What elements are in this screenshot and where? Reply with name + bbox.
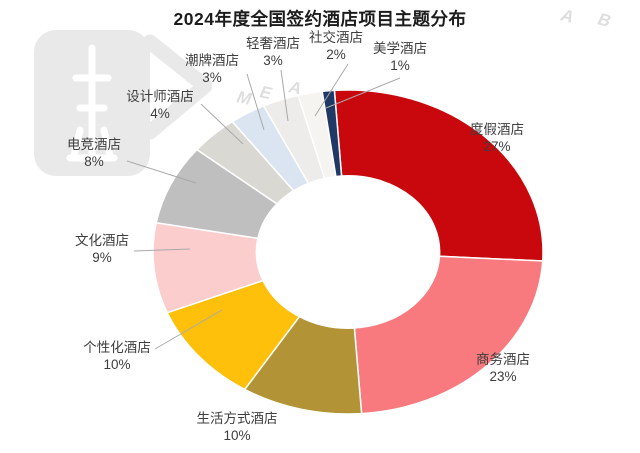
donut-slice (321, 89, 343, 178)
slice-label-name: 度假酒店 (470, 122, 524, 137)
slice-label-name: 社交酒店 (309, 30, 363, 45)
slice-label: 美学酒店 1% (373, 40, 427, 74)
slice-label-value: 3% (263, 53, 283, 68)
slice-label-name: 个性化酒店 (83, 340, 151, 355)
slice-label: 社交酒店 2% (309, 29, 363, 63)
slice-label-name: 电竞酒店 (67, 137, 121, 152)
leader-line (314, 63, 349, 117)
leader-lines (126, 63, 401, 350)
leader-line (154, 309, 223, 350)
watermark-letter: B (596, 9, 613, 30)
watermark-letter: E (258, 82, 274, 103)
slice-label-value: 8% (84, 154, 104, 169)
slice-label-value: 3% (202, 70, 222, 85)
slice-label-value: 10% (223, 428, 251, 443)
slice-label: 潮牌酒店 3% (185, 52, 239, 86)
donut-slice (353, 255, 544, 415)
slice-label: 设计师酒店 4% (126, 88, 194, 122)
donut-slices (152, 89, 544, 415)
slice-label-name: 潮牌酒店 (185, 53, 239, 68)
slice-label-name: 生活方式酒店 (196, 411, 278, 426)
slice-label-value: 10% (103, 357, 131, 372)
slice-label: 商务酒店 23% (476, 351, 530, 385)
slice-label-value: 23% (489, 369, 517, 384)
slice-label: 个性化酒店 10% (83, 339, 151, 373)
leader-line (246, 73, 265, 131)
slice-label-value: 9% (92, 250, 112, 265)
slice-label-name: 轻奢酒店 (246, 36, 300, 51)
slice-label-value: 1% (390, 58, 410, 73)
slice-label-name: 商务酒店 (476, 352, 530, 367)
watermark-letter: A (558, 5, 575, 27)
slice-label: 度假酒店 27% (470, 121, 524, 155)
slice-label-name: 设计师酒店 (126, 89, 194, 104)
leader-line (133, 248, 191, 252)
slice-label: 轻奢酒店 3% (246, 35, 300, 69)
slice-label-value: 27% (483, 139, 511, 154)
chart-title: 2024年度全国签约酒店项目主题分布 (173, 9, 467, 29)
slice-label: 文化酒店 9% (75, 232, 129, 266)
slice-label: 电竞酒店 8% (67, 136, 121, 170)
meadin-tower-logo-icon (66, 44, 118, 162)
watermark-letter: A (286, 77, 303, 98)
leader-line (200, 103, 244, 145)
watermark-chevron (142, 34, 213, 140)
slice-label: 生活方式酒店 10% (197, 410, 278, 444)
leader-line (126, 160, 197, 184)
slice-label-name: 美学酒店 (373, 41, 427, 56)
slice-label-value: 2% (326, 47, 346, 62)
slice-label-name: 文化酒店 (75, 233, 129, 248)
slice-label-value: 4% (150, 106, 170, 121)
watermark-letter: M (235, 87, 254, 109)
donut-slice (333, 89, 544, 262)
leader-line (325, 77, 401, 109)
leader-line (280, 69, 289, 122)
